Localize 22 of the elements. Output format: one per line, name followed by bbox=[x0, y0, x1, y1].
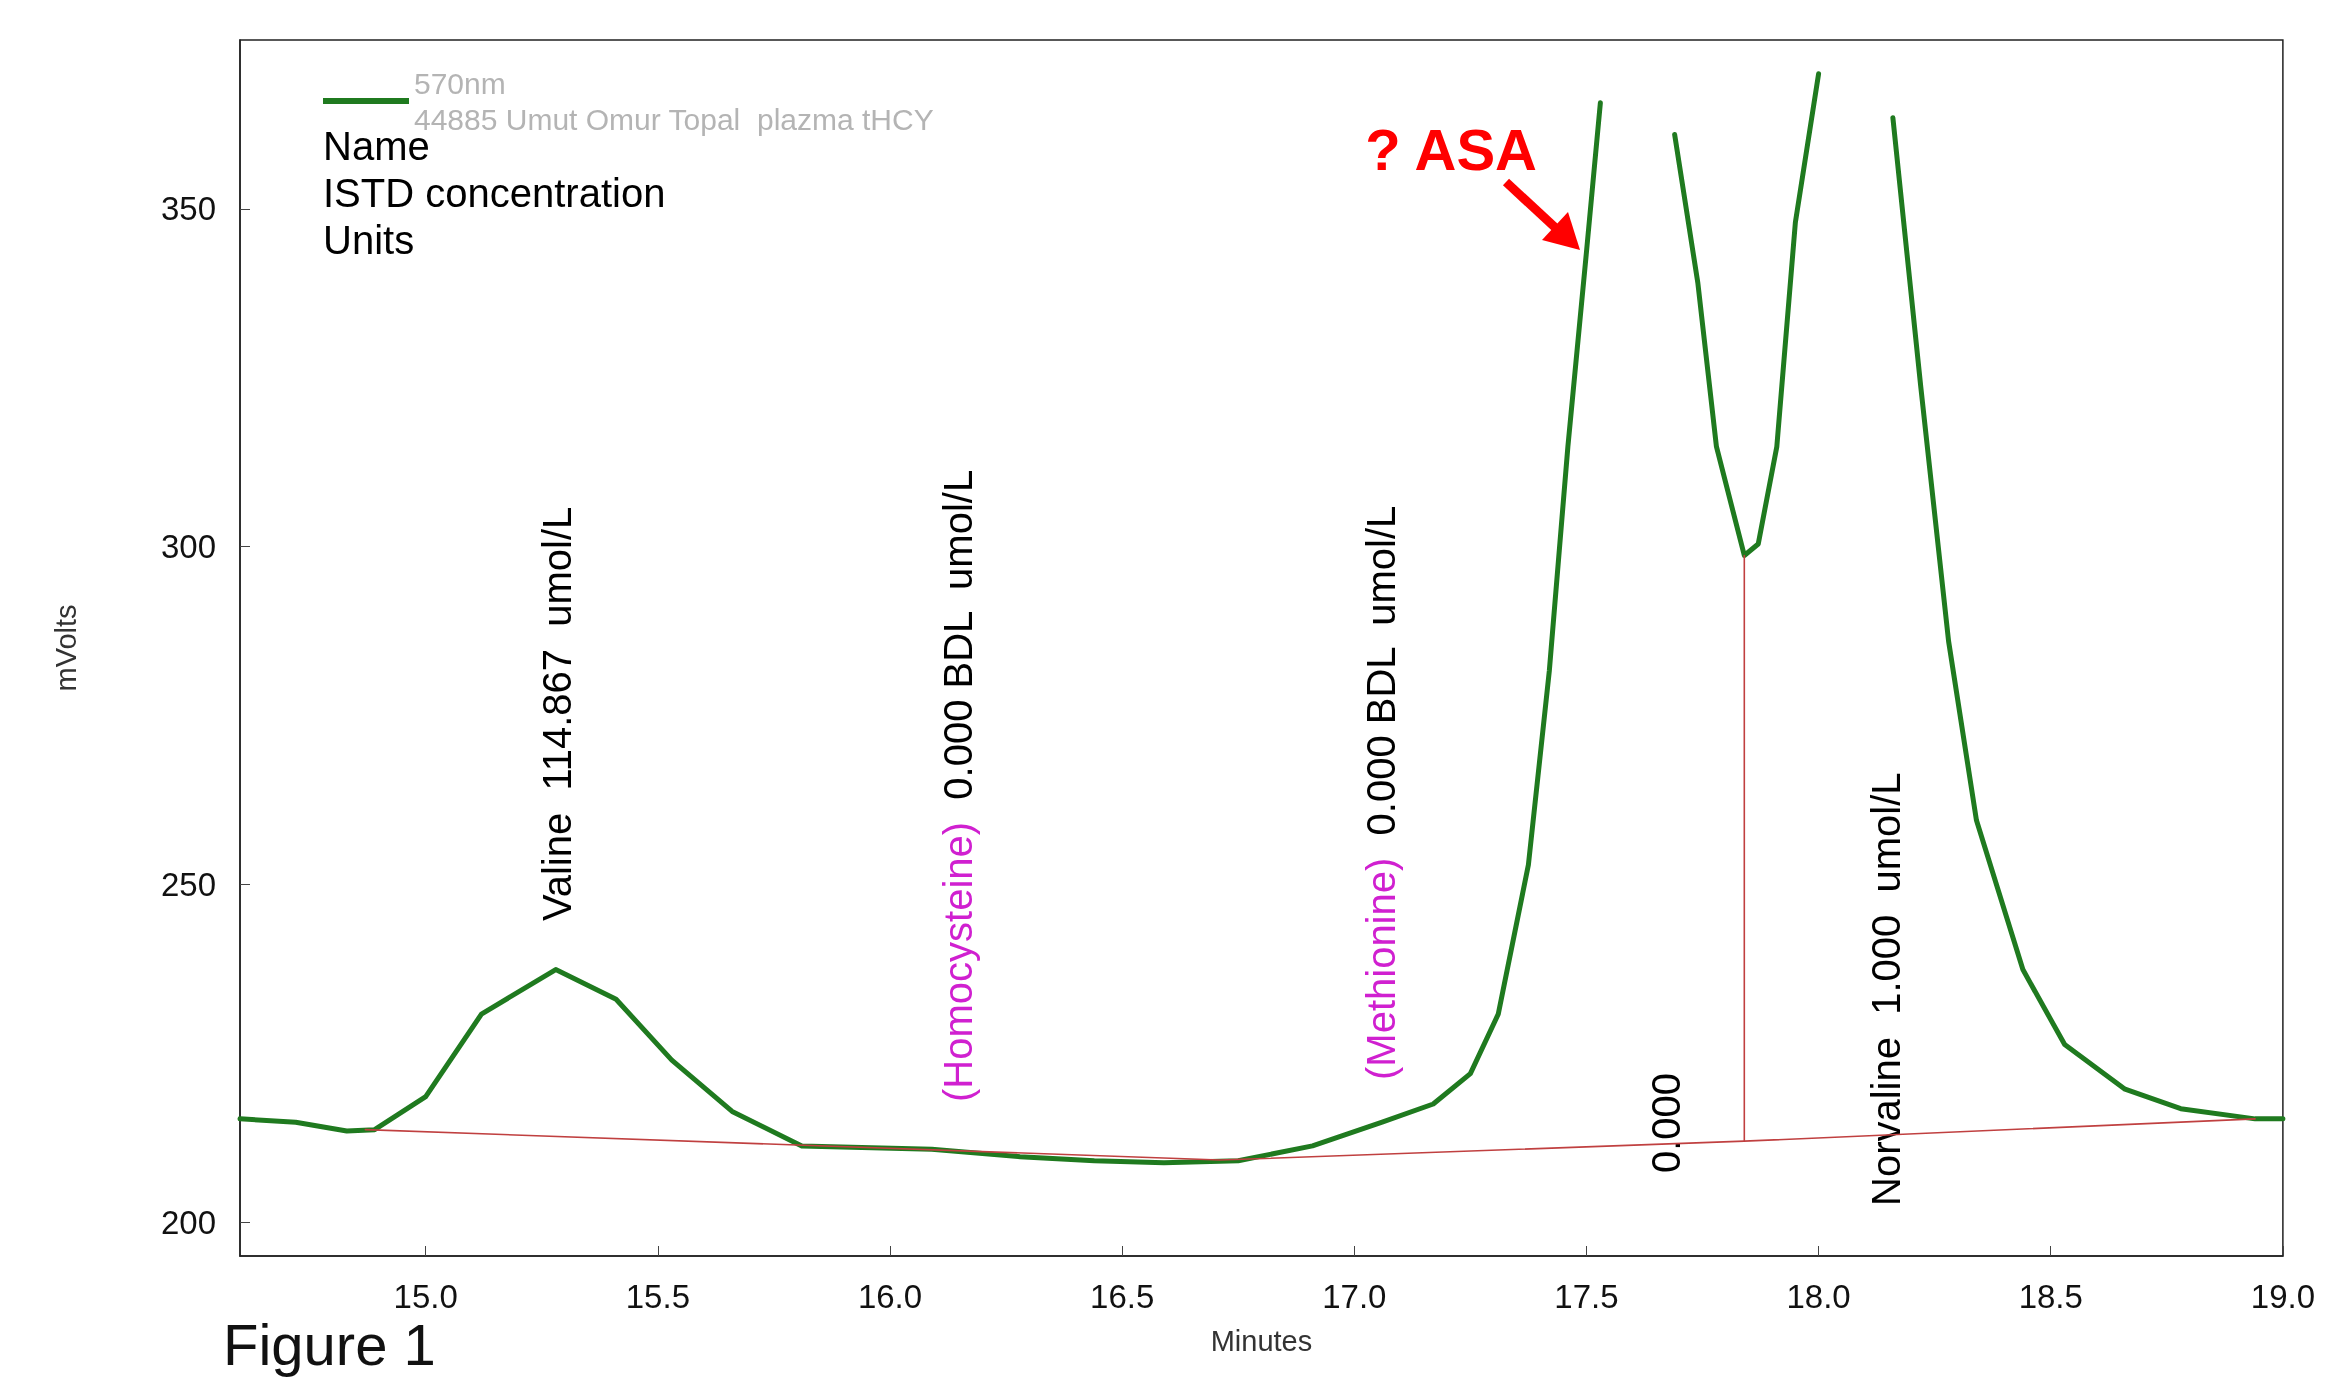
x-axis-title: Minutes bbox=[1210, 1324, 1313, 1357]
y-tick-label: 200 bbox=[160, 1203, 216, 1241]
annotation: (Homocysteine) 0.000 BDL umol/L bbox=[936, 469, 980, 1102]
y-tick-label: 350 bbox=[160, 190, 216, 228]
y-tick-label: 250 bbox=[160, 865, 216, 903]
y-axis-title: mVolts bbox=[49, 604, 82, 692]
x-tick-label: 19.0 bbox=[2250, 1278, 2315, 1315]
annotation: (Methionine) 0.000 BDL umol/L bbox=[1359, 505, 1403, 1080]
x-tick-label: 16.5 bbox=[1090, 1278, 1155, 1315]
annotation: 0.000 bbox=[1644, 1072, 1688, 1173]
annotation: Valine 114.867 umol/L bbox=[535, 506, 579, 921]
x-tick-label: 15.5 bbox=[625, 1278, 690, 1315]
annotation: ? ASA bbox=[1365, 116, 1537, 182]
x-tick-label: 18.0 bbox=[1786, 1278, 1851, 1315]
x-tick-label: 16.0 bbox=[857, 1278, 923, 1315]
annotation: Norvaline 1.000 umol/L bbox=[1864, 772, 1908, 1206]
x-tick-label: 17.0 bbox=[1322, 1278, 1387, 1315]
y-tick-label: 300 bbox=[160, 528, 216, 566]
annotation: ISTD concentration bbox=[323, 171, 666, 215]
x-tick-label: 17.5 bbox=[1554, 1278, 1619, 1315]
x-tick-label: 18.5 bbox=[2018, 1278, 2083, 1315]
annotation: Units bbox=[323, 218, 415, 262]
